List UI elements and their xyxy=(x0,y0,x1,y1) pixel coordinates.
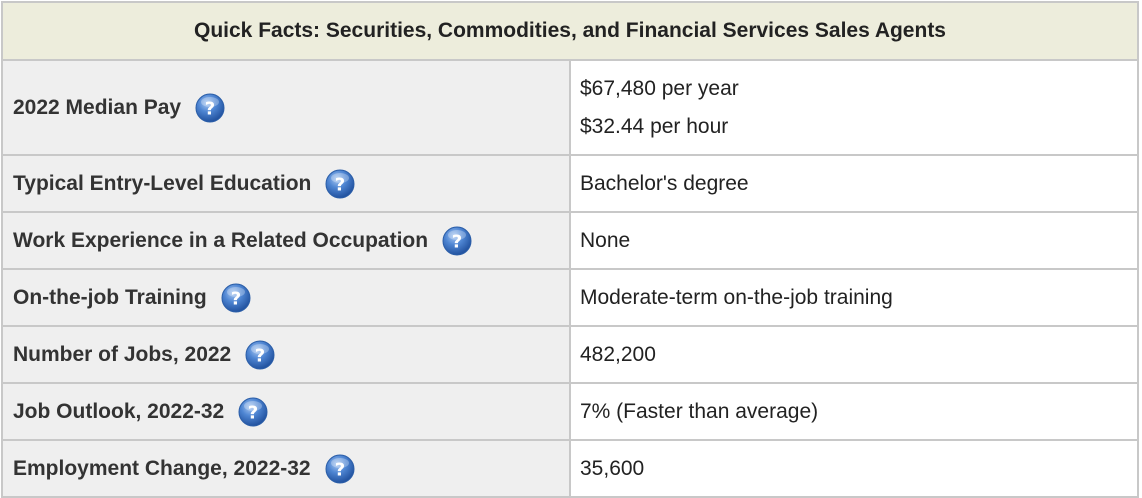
row-label-cell: 2022 Median Pay xyxy=(1,59,571,156)
row-value-cell: $67,480 per year $32.44 per hour xyxy=(569,59,1139,156)
row-value: 35,600 xyxy=(569,439,1139,498)
table-title: Quick Facts: Securities, Commodities, an… xyxy=(1,1,1139,61)
table-row: Number of Jobs, 2022 482,200 xyxy=(1,325,1139,384)
row-value: 482,200 xyxy=(569,325,1139,384)
question-mark-help-icon[interactable] xyxy=(325,169,355,199)
title-row: Quick Facts: Securities, Commodities, an… xyxy=(1,1,1139,61)
row-label: Employment Change, 2022-32 xyxy=(13,456,311,480)
median-pay-yearly: $67,480 per year xyxy=(580,76,739,100)
row-label-cell: Employment Change, 2022-32 xyxy=(1,439,571,498)
row-label-cell: Work Experience in a Related Occupation xyxy=(1,211,571,270)
row-label-cell: On-the-job Training xyxy=(1,268,571,327)
table-row: Work Experience in a Related Occupation … xyxy=(1,211,1139,270)
question-mark-help-icon[interactable] xyxy=(221,283,251,313)
row-value: 7% (Faster than average) xyxy=(569,382,1139,441)
row-value: Bachelor's degree xyxy=(569,154,1139,213)
row-value: Moderate-term on-the-job training xyxy=(569,268,1139,327)
row-label: Job Outlook, 2022-32 xyxy=(13,399,225,423)
question-mark-help-icon[interactable] xyxy=(245,340,275,370)
table-row: On-the-job Training Moderate-term on-the… xyxy=(1,268,1139,327)
row-value: None xyxy=(569,211,1139,270)
question-mark-help-icon[interactable] xyxy=(325,454,355,484)
question-mark-help-icon[interactable] xyxy=(442,226,472,256)
row-label: Work Experience in a Related Occupation xyxy=(13,228,429,252)
median-pay-hourly: $32.44 per hour xyxy=(580,114,729,138)
row-label: Number of Jobs, 2022 xyxy=(13,342,232,366)
table-row: Employment Change, 2022-32 35,600 xyxy=(1,439,1139,498)
row-label-cell: Number of Jobs, 2022 xyxy=(1,325,571,384)
row-label: On-the-job Training xyxy=(13,285,207,309)
row-label: Typical Entry-Level Education xyxy=(13,171,312,195)
question-mark-help-icon[interactable] xyxy=(195,93,225,123)
row-label-cell: Job Outlook, 2022-32 xyxy=(1,382,571,441)
table-row: 2022 Median Pay $67,480 per year $32.44 … xyxy=(1,59,1139,156)
table-row: Typical Entry-Level Education Bachelor's… xyxy=(1,154,1139,213)
table-row: Job Outlook, 2022-32 7% (Faster than ave… xyxy=(1,382,1139,441)
row-label-cell: Typical Entry-Level Education xyxy=(1,154,571,213)
row-label: 2022 Median Pay xyxy=(13,95,182,119)
question-mark-help-icon[interactable] xyxy=(238,397,268,427)
